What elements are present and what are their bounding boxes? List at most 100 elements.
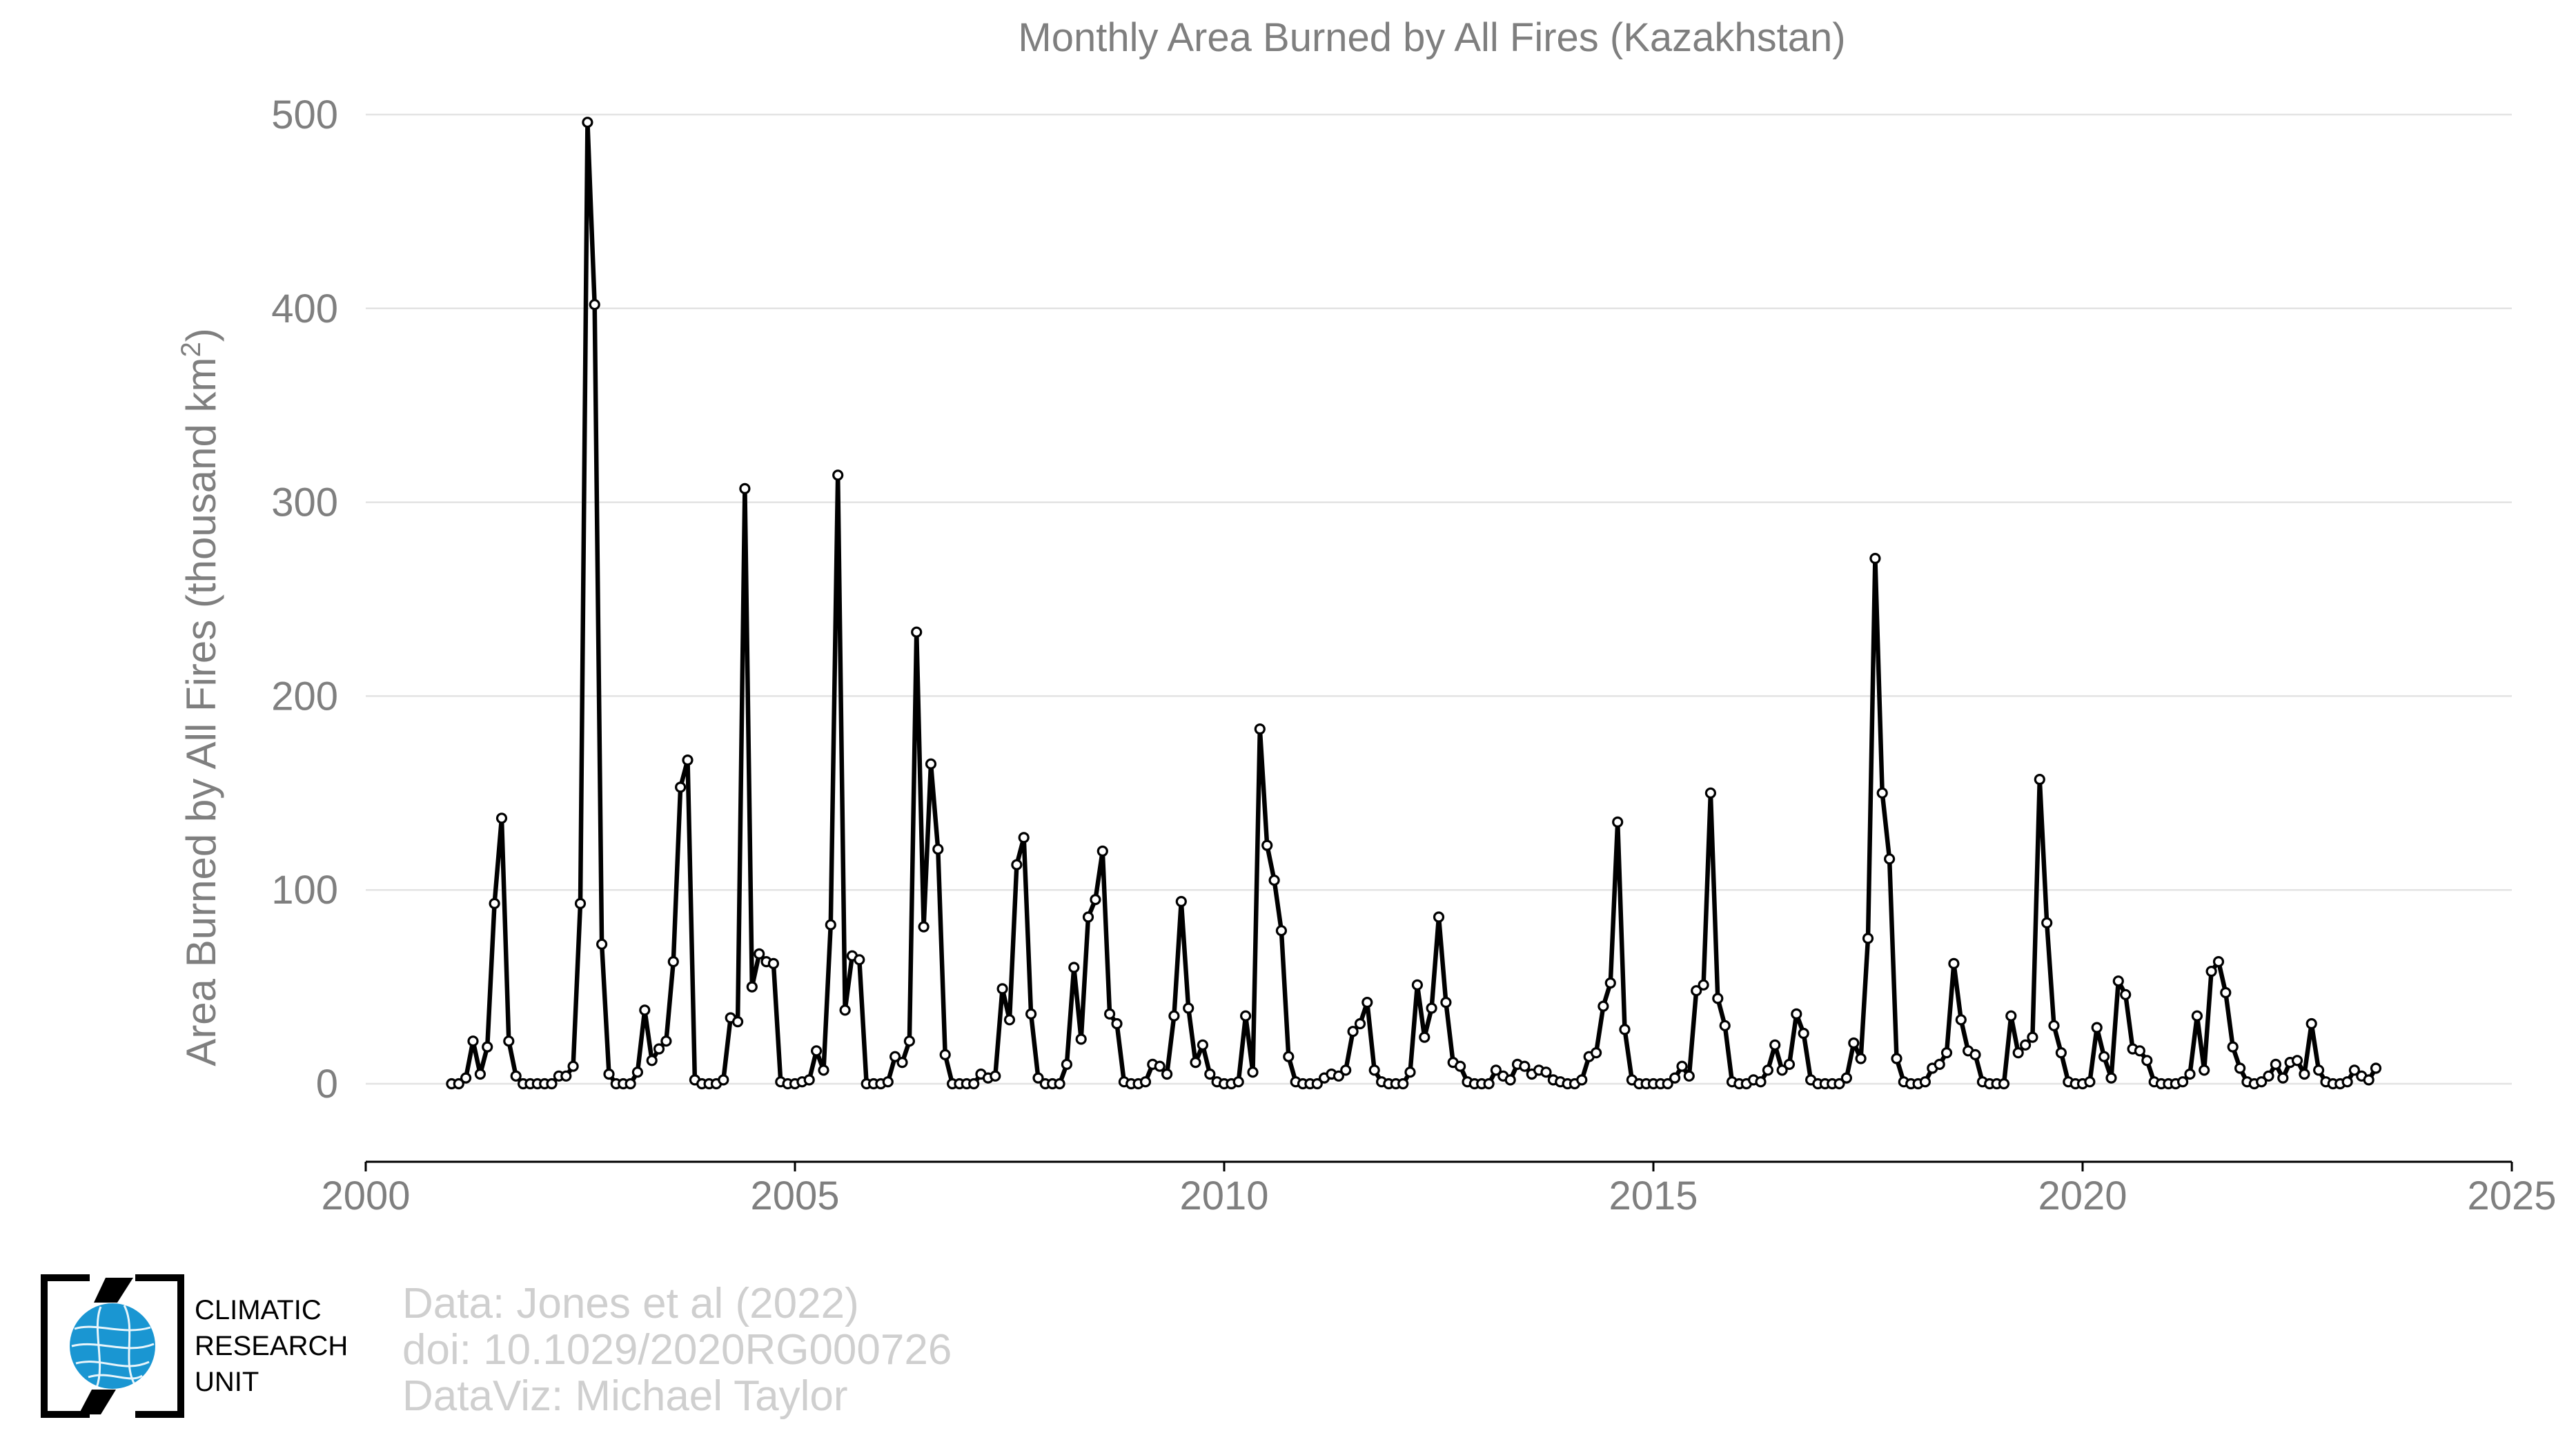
- data-point-25: [625, 1078, 636, 1090]
- data-point-133: [1397, 1078, 1409, 1090]
- data-point-246: [2205, 965, 2217, 977]
- data-point-137: [1426, 1002, 1437, 1014]
- data-point-258: [2291, 1055, 2303, 1067]
- data-point-136: [1419, 1031, 1430, 1043]
- data-point-129: [1368, 1064, 1380, 1076]
- data-point-148: [1504, 1074, 1516, 1086]
- data-point-237: [2141, 1055, 2153, 1067]
- data-point-28: [646, 1055, 658, 1067]
- data-point-206: [1919, 1076, 1931, 1088]
- data-point-268: [2363, 1074, 2375, 1086]
- data-point-18: [574, 897, 587, 910]
- data-point-1: [453, 1078, 464, 1090]
- data-point-113: [1254, 723, 1266, 735]
- data-point-27: [639, 1004, 651, 1016]
- data-point-128: [1361, 996, 1373, 1009]
- data-point-104: [1190, 1056, 1201, 1069]
- data-point-102: [1175, 895, 1187, 908]
- data-point-176: [1704, 787, 1716, 799]
- data-point-259: [2299, 1068, 2310, 1080]
- data-point-21: [596, 938, 608, 950]
- data-point-77: [996, 983, 1008, 995]
- data-point-68: [932, 844, 944, 855]
- data-point-92: [1103, 1008, 1116, 1020]
- x-tick-label-2020: 2020: [2038, 1174, 2127, 1218]
- data-point-87: [1068, 962, 1080, 973]
- data-point-65: [911, 626, 923, 638]
- data-point-197: [1855, 1053, 1867, 1064]
- data-point-232: [2105, 1072, 2117, 1084]
- data-point-22: [603, 1068, 615, 1080]
- data-point-266: [2348, 1064, 2360, 1076]
- data-point-105: [1197, 1039, 1209, 1051]
- data-point-81: [1025, 1008, 1037, 1020]
- data-point-53: [825, 919, 836, 931]
- data-point-250: [2234, 1062, 2246, 1074]
- data-point-114: [1261, 839, 1273, 851]
- x-tick-label-2000: 2000: [321, 1174, 410, 1218]
- data-point-4: [474, 1068, 486, 1080]
- data-point-186: [1776, 1064, 1788, 1076]
- data-point-93: [1111, 1017, 1123, 1030]
- y-tick-label-500: 500: [271, 92, 338, 137]
- data-point-178: [1719, 1020, 1731, 1031]
- data-point-225: [2055, 1046, 2067, 1059]
- data-point-196: [1848, 1037, 1860, 1049]
- data-point-97: [1139, 1076, 1152, 1088]
- data-point-3: [467, 1035, 479, 1047]
- data-point-116: [1275, 925, 1288, 937]
- data-point-26: [631, 1067, 644, 1078]
- logo-text-line-2: RESEARCH: [195, 1331, 348, 1361]
- data-point-17: [567, 1060, 579, 1072]
- data-point-189: [1798, 1027, 1809, 1040]
- data-point-188: [1791, 1008, 1802, 1020]
- data-point-141: [1455, 1060, 1466, 1072]
- data-point-103: [1183, 1002, 1194, 1014]
- data-point-117: [1283, 1051, 1295, 1062]
- data-point-231: [2098, 1051, 2110, 1062]
- data-point-255: [2270, 1058, 2281, 1071]
- data-point-200: [1876, 787, 1888, 799]
- data-point-218: [2005, 1010, 2017, 1022]
- data-point-19: [582, 117, 593, 128]
- x-tick-label-2010: 2010: [1179, 1174, 1268, 1218]
- data-point-177: [1712, 993, 1724, 1004]
- data-point-242: [2177, 1076, 2189, 1088]
- data-point-198: [1862, 933, 1874, 944]
- climatic-research-unit-globe-logo: [41, 1274, 184, 1418]
- data-point-230: [2091, 1022, 2103, 1033]
- data-point-127: [1354, 1017, 1366, 1030]
- data-point-76: [990, 1070, 1001, 1082]
- data-point-245: [2199, 1064, 2210, 1076]
- x-tick-label-2005: 2005: [750, 1174, 839, 1218]
- data-point-223: [2041, 917, 2053, 929]
- data-point-146: [1490, 1064, 1502, 1076]
- data-point-5: [482, 1041, 493, 1053]
- data-point-57: [854, 954, 865, 966]
- data-point-145: [1483, 1078, 1495, 1090]
- data-point-161: [1597, 1000, 1609, 1012]
- data-point-20: [589, 299, 600, 311]
- data-point-52: [818, 1064, 829, 1076]
- data-point-243: [2184, 1068, 2196, 1080]
- y-tick-label-100: 100: [271, 868, 338, 913]
- x-tick-labels: 2000 2005 2010 2015 2020 2025: [321, 1174, 2556, 1218]
- data-point-185: [1769, 1039, 1781, 1051]
- data-point-6: [489, 897, 500, 910]
- credit-doi: doi: 10.1029/2020RG000726: [402, 1326, 952, 1374]
- data-point-80: [1018, 832, 1030, 844]
- data-point-244: [2191, 1010, 2203, 1022]
- data-point-86: [1061, 1058, 1073, 1071]
- data-point-170: [1662, 1078, 1673, 1090]
- data-point-51: [810, 1045, 823, 1057]
- data-point-41: [739, 483, 751, 495]
- data-point-50: [803, 1074, 815, 1086]
- data-point-67: [925, 758, 937, 770]
- data-point-236: [2134, 1045, 2145, 1057]
- data-point-9: [510, 1070, 522, 1082]
- data-point-221: [2027, 1031, 2038, 1043]
- data-point-16: [560, 1070, 572, 1082]
- y-tick-label-200: 200: [271, 674, 338, 719]
- data-point-199: [1869, 552, 1881, 565]
- data-point-30: [660, 1035, 672, 1047]
